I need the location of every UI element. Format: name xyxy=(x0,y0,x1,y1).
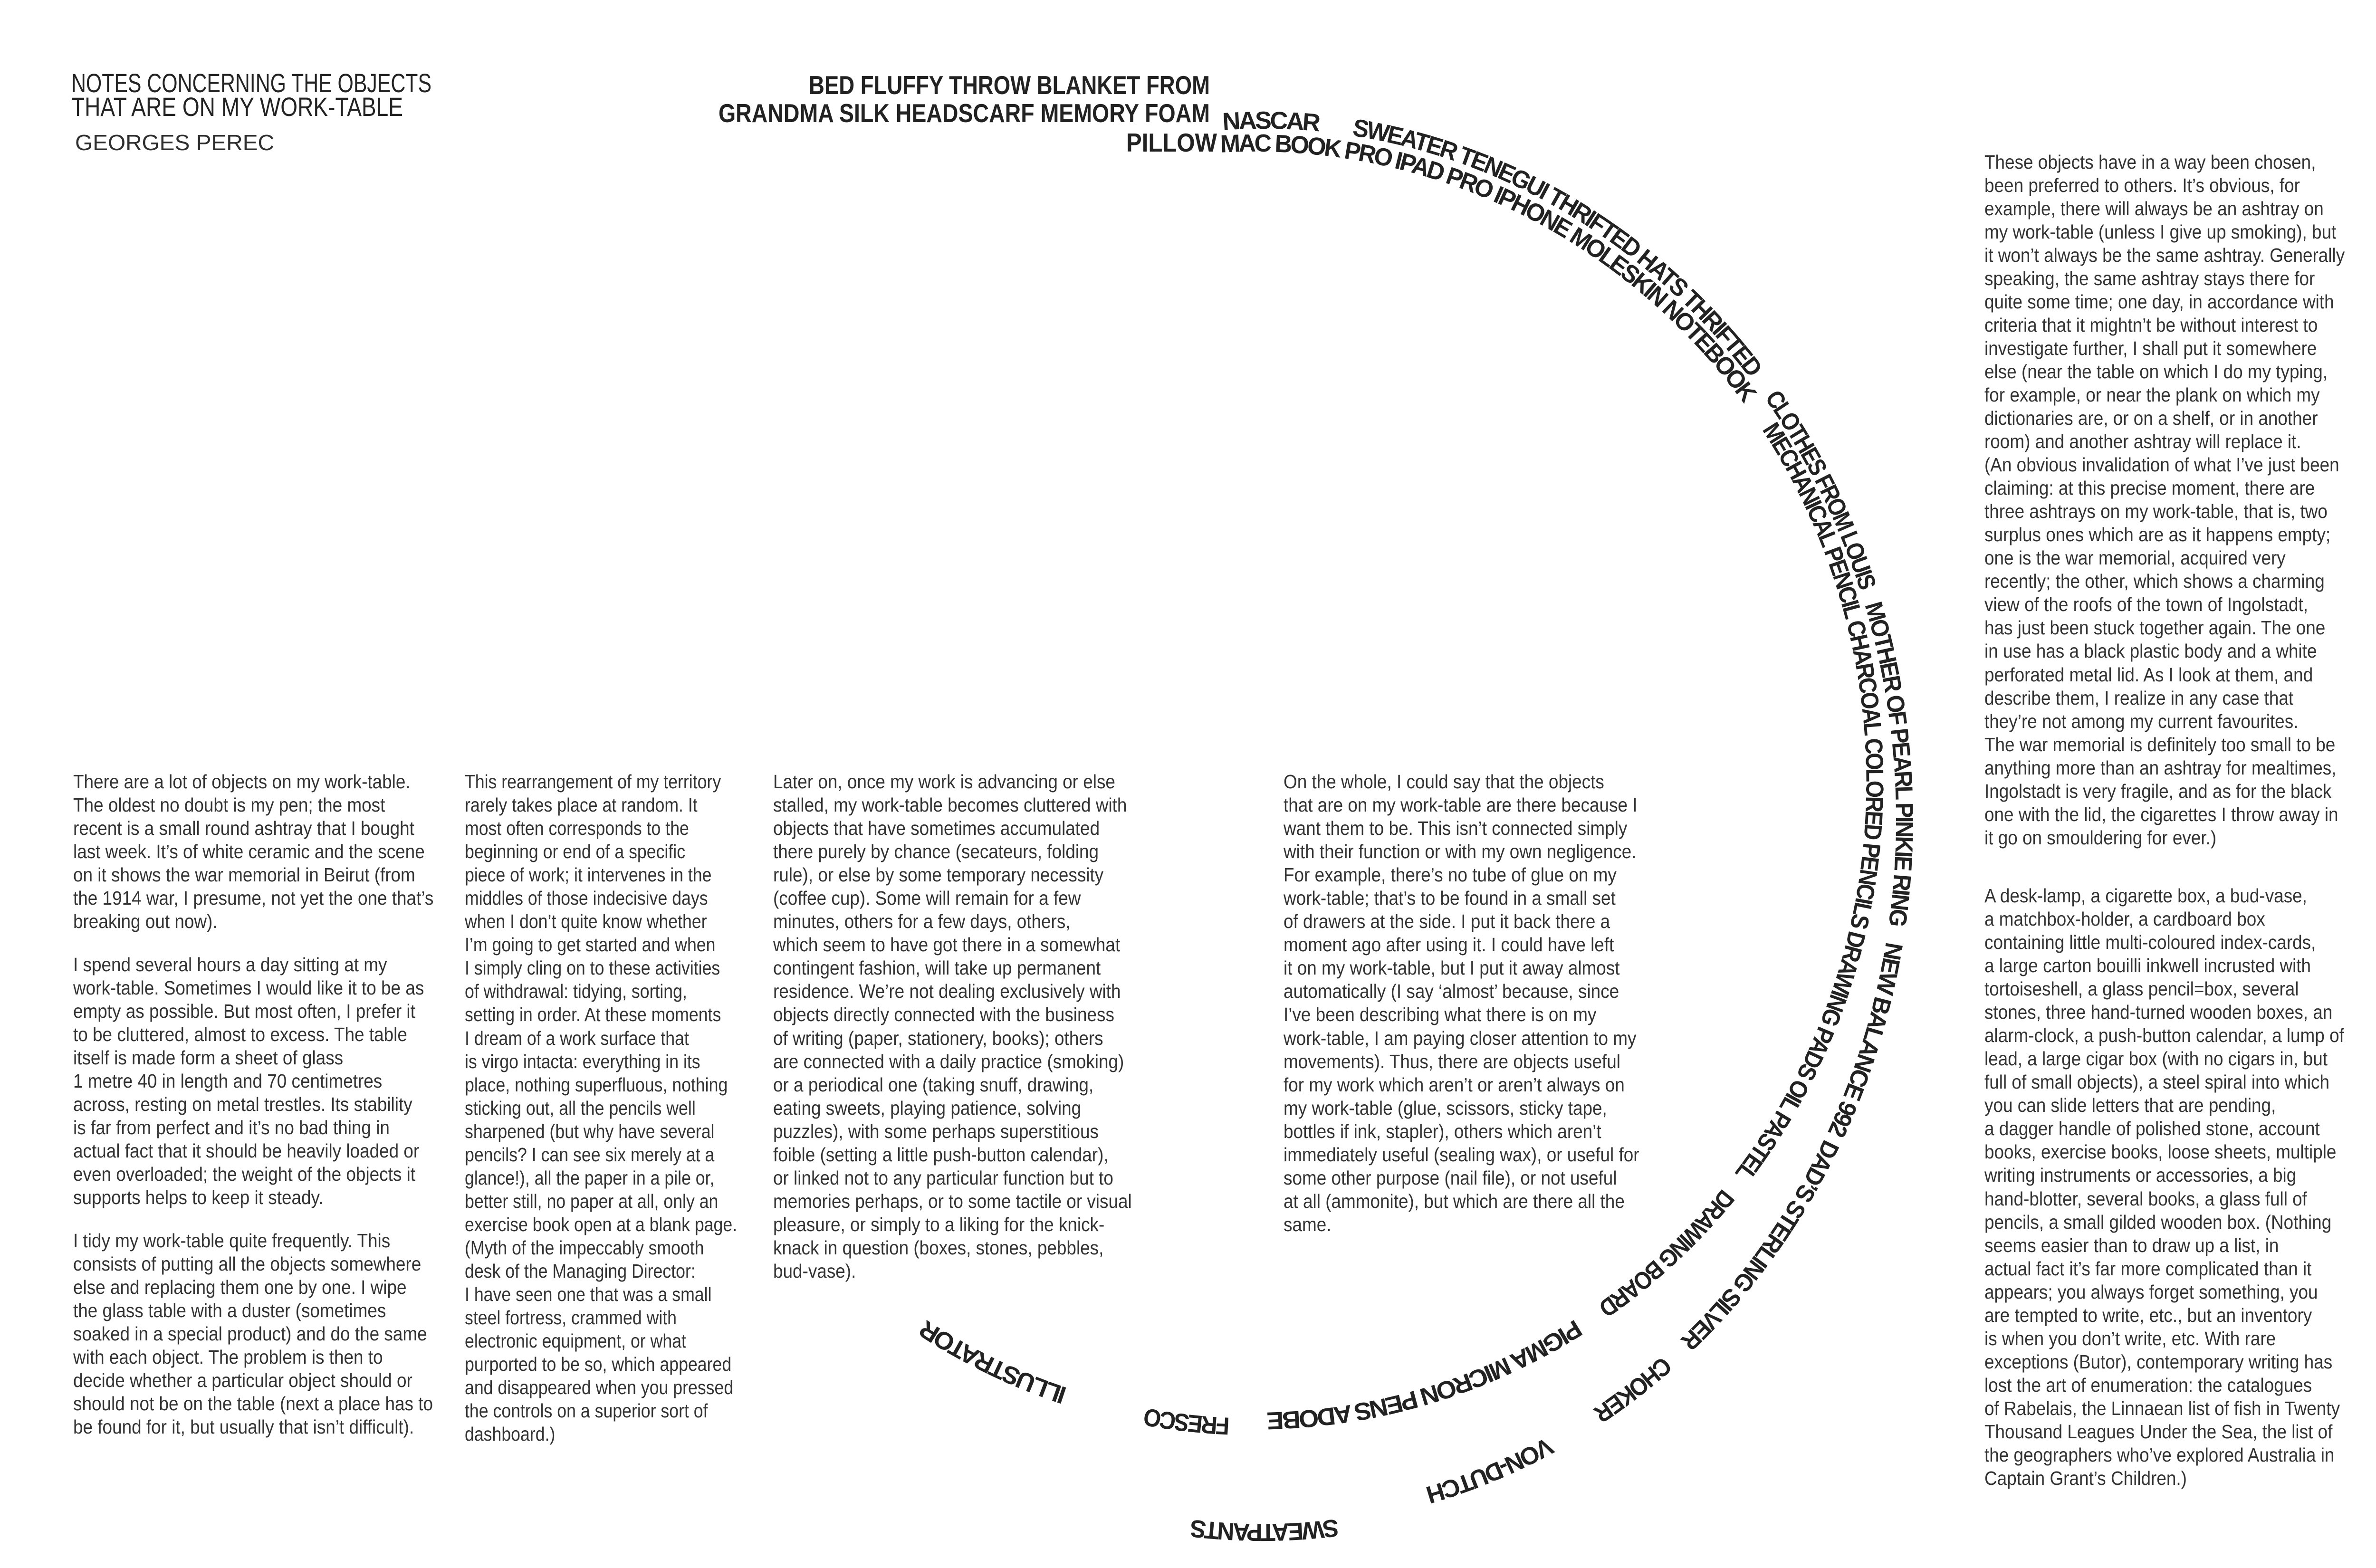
svg-text:CHOKER: CHOKER xyxy=(1589,1351,1677,1428)
svg-text:GRANDMA SILK HEADSCARF MEMORY: GRANDMA SILK HEADSCARF MEMORY FOAM xyxy=(719,98,1210,128)
svg-text:THAT ARE ON MY WORK-TABLE: THAT ARE ON MY WORK-TABLE xyxy=(71,92,403,122)
svg-text:VON-DUTCH: VON-DUTCH xyxy=(1424,1432,1558,1509)
svg-text:GEORGES PEREC: GEORGES PEREC xyxy=(75,130,274,155)
svg-text:PILLOW: PILLOW xyxy=(1126,128,1217,157)
svg-text:FRESCO: FRESCO xyxy=(1142,1403,1230,1440)
svg-text:NOTES CONCERNING THE OBJECTS: NOTES CONCERNING THE OBJECTS xyxy=(71,68,431,98)
svg-text:BED FLUFFY THROW BLANKET FROM: BED FLUFFY THROW BLANKET FROM xyxy=(809,70,1210,100)
svg-text:PIGMA MICRON PENS ADOBE: PIGMA MICRON PENS ADOBE xyxy=(1267,1314,1586,1434)
svg-text:SWEATPANTS: SWEATPANTS xyxy=(1189,1513,1340,1546)
svg-text:ILLUSTRATOR: ILLUSTRATOR xyxy=(915,1315,1070,1409)
